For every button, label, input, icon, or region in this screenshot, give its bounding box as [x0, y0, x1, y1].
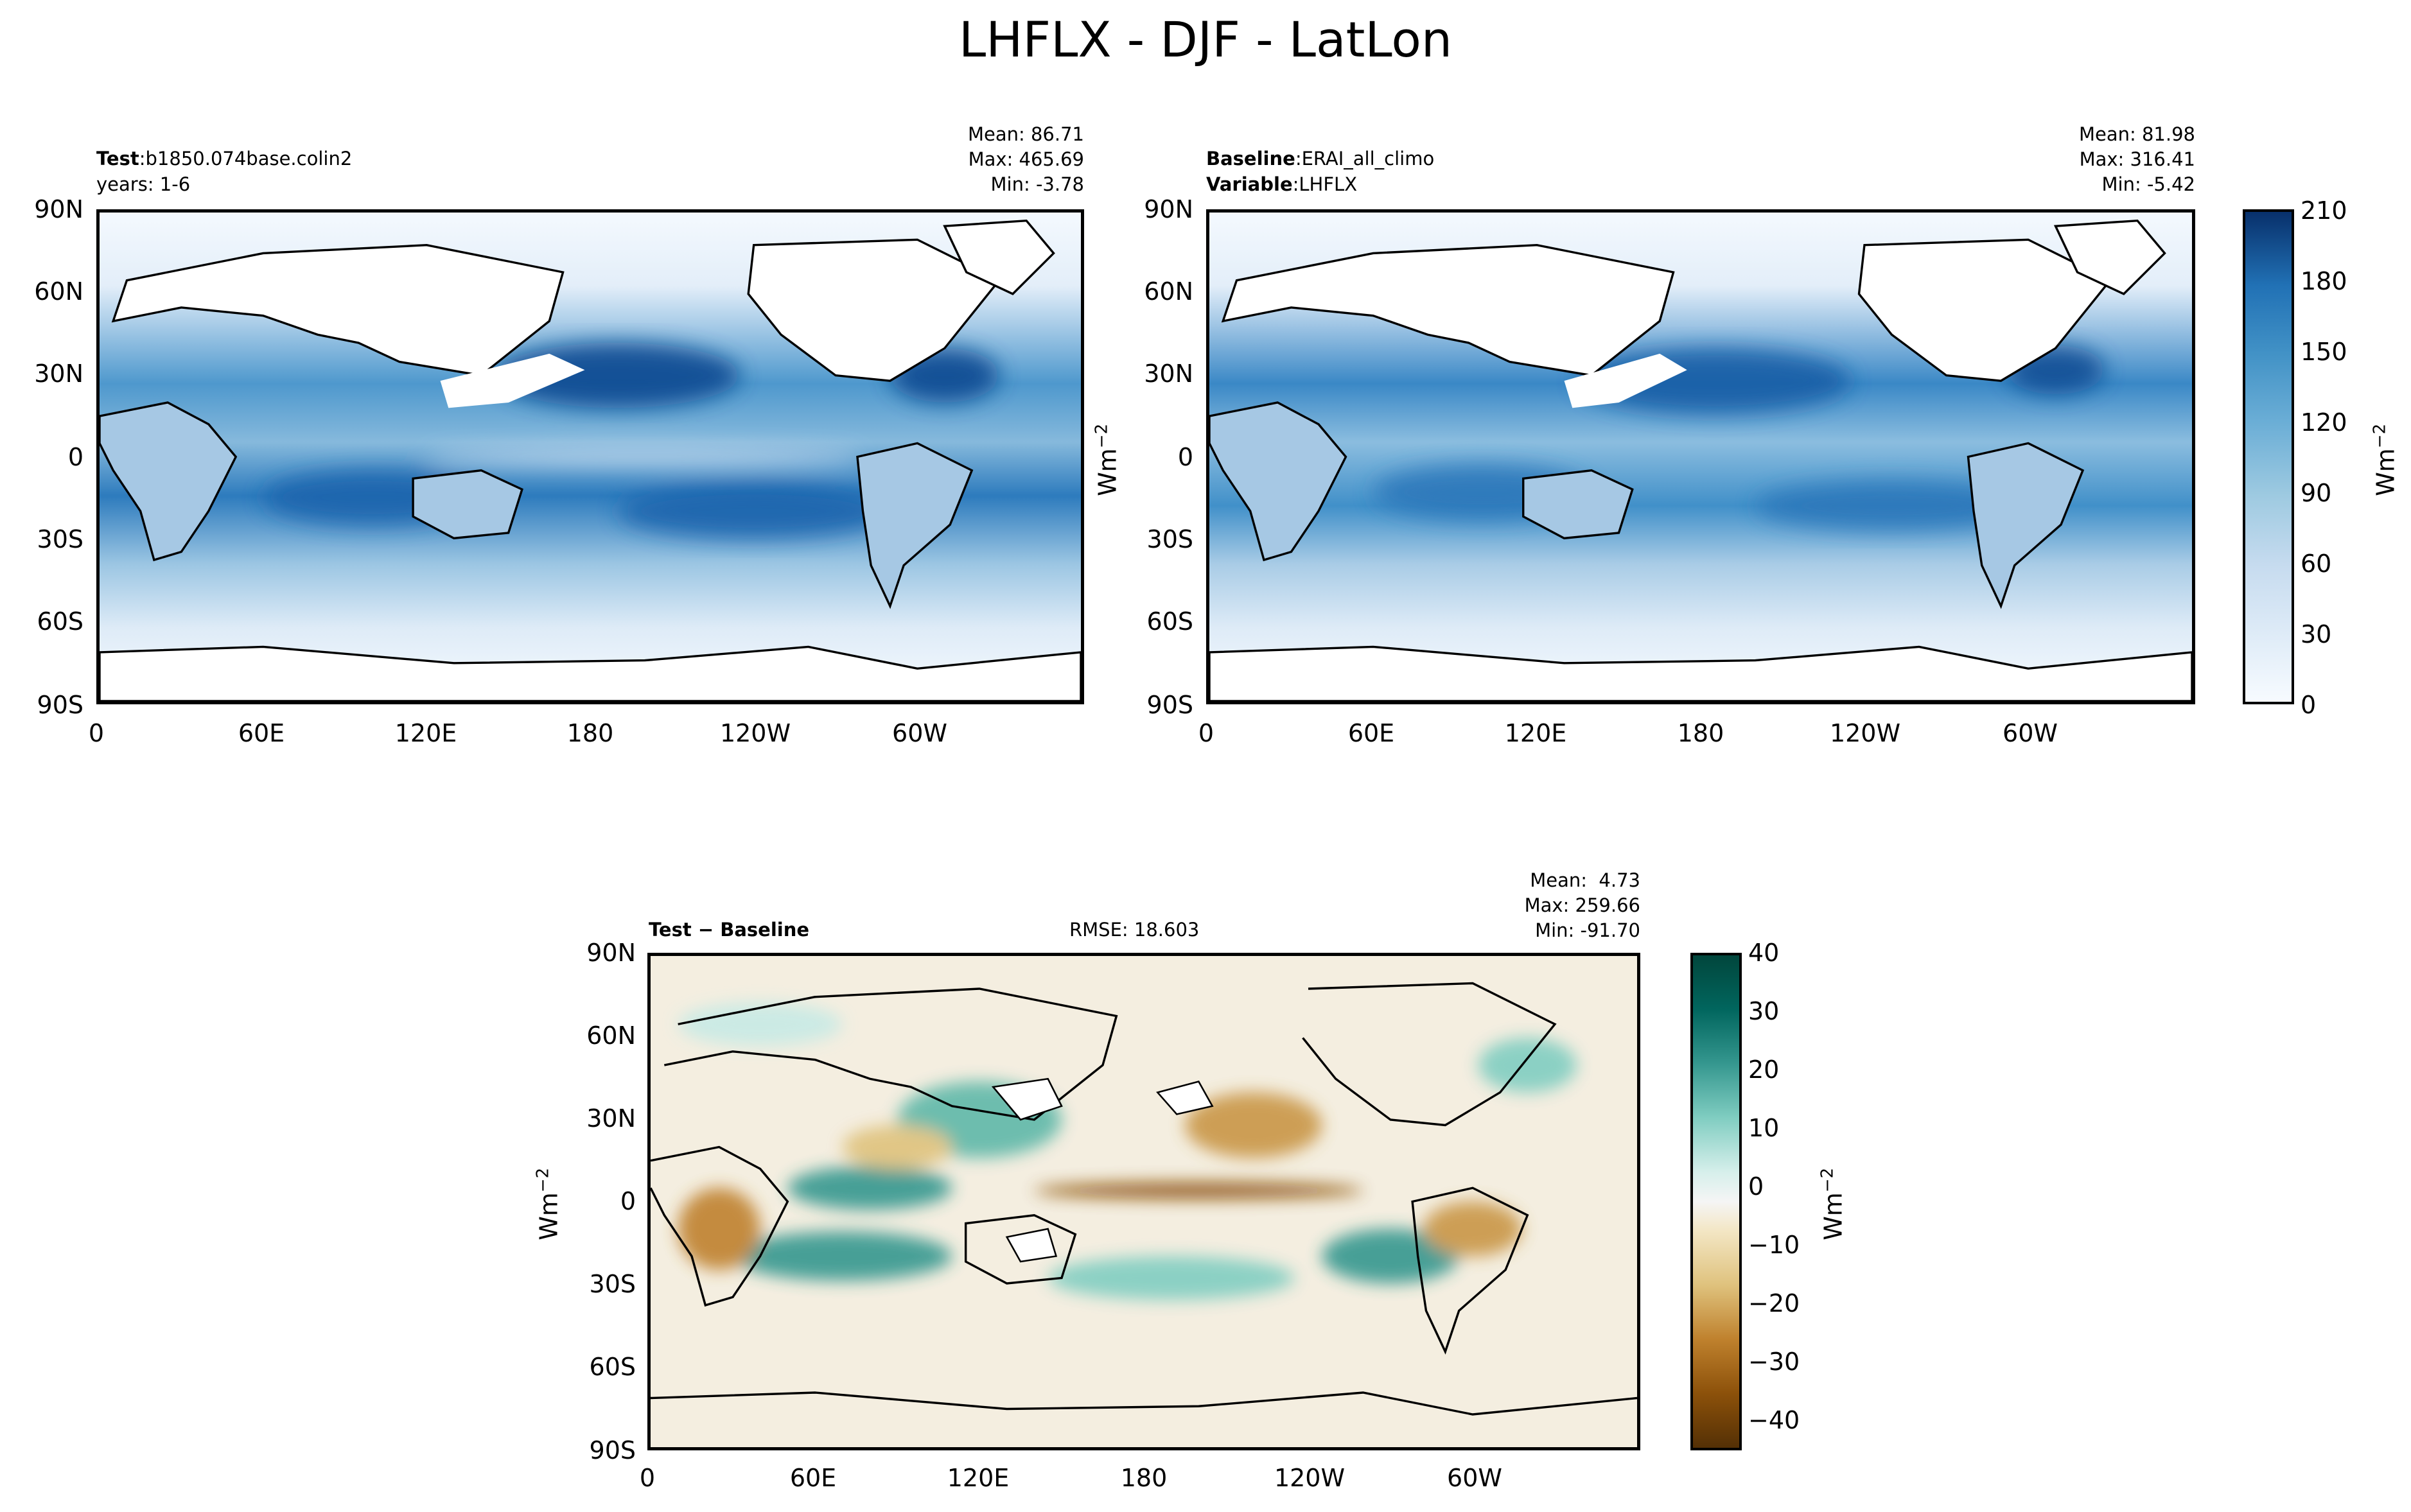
baseline-map [1206, 209, 2195, 704]
test-mean: Mean: 86.71 [967, 123, 1084, 145]
baseline-var-bold: Variable [1206, 173, 1293, 195]
diff-rmse: RMSE: 18.603 [1069, 919, 1200, 941]
main-cb-tick-0: 0 [2301, 691, 2317, 719]
diff-colorbar [1690, 953, 1742, 1450]
main-colorbar-unit: Wm−2 [2366, 421, 2400, 498]
test-lat-tick-2: 30N [34, 360, 83, 388]
test-lat-tick-0: 90N [34, 195, 83, 223]
test-map-field [100, 213, 1081, 701]
test-lat-tick-4: 30S [37, 525, 83, 553]
diff-colorbar-unit-text: Wm [1819, 1192, 1848, 1240]
diff-lat-tick-2: 30N [586, 1104, 636, 1133]
diff-lat-tick-3: 0 [620, 1187, 636, 1215]
diff-colorbar-unit: Wm−2 [1814, 1165, 1848, 1242]
diff-lat-tick-6: 90S [589, 1436, 636, 1464]
main-cb-tick-30: 30 [2301, 620, 2332, 648]
test-map [96, 209, 1084, 704]
diff-cb-tick-neg30: −30 [1748, 1348, 1800, 1376]
diff-cb-tick-30: 30 [1748, 997, 1780, 1025]
baseline-var-sep: : [1292, 173, 1299, 195]
test-years: years: 1-6 [96, 173, 191, 195]
main-cb-tick-120: 120 [2301, 408, 2347, 437]
baseline-variable: Variable:LHFLX [1206, 172, 1357, 196]
baseline-min: Min: -5.42 [2101, 173, 2195, 195]
baseline-lat-tick-5: 60S [1146, 607, 1193, 636]
diff-map [647, 953, 1640, 1450]
test-label: Test:b1850.074base.colin2 [96, 146, 352, 171]
test-min: Min: -3.78 [990, 173, 1084, 195]
baseline-lon-tick-1: 60E [1347, 719, 1395, 747]
baseline-lon-tick-4: 120W [1829, 719, 1901, 747]
baseline-lon-tick-5: 60W [2003, 719, 2058, 747]
baseline-label-value: ERAI_all_climo [1301, 148, 1435, 169]
test-lon-tick-4: 120W [719, 719, 791, 747]
main-cb-tick-210: 210 [2301, 196, 2347, 225]
diff-lon-tick-5: 60W [1447, 1464, 1502, 1492]
baseline-lon-tick-2: 120E [1504, 719, 1567, 747]
test-max: Max: 465.69 [968, 148, 1084, 170]
diff-lon-tick-0: 0 [639, 1464, 656, 1492]
diff-mean: Mean: 4.73 [1530, 869, 1640, 891]
diff-max: Max: 259.66 [1524, 894, 1640, 916]
diff-ylabel-text: Wm [534, 1192, 563, 1240]
baseline-label-bold: Baseline [1206, 148, 1295, 169]
diff-lon-tick-3: 180 [1120, 1464, 1168, 1492]
diff-lon-tick-4: 120W [1274, 1464, 1346, 1492]
test-lon-tick-3: 180 [566, 719, 614, 747]
main-colorbar-unit-text: Wm [2371, 448, 2400, 496]
baseline-label-sep: : [1295, 148, 1302, 169]
baseline-var-value: LHFLX [1299, 173, 1358, 195]
test-lon-tick-1: 60E [238, 719, 285, 747]
main-colorbar [2243, 209, 2294, 704]
figure-title: LHFLX - DJF - LatLon [958, 11, 1453, 68]
diff-lon-tick-1: 60E [789, 1464, 837, 1492]
main-cb-tick-60: 60 [2301, 550, 2332, 578]
test-lon-tick-5: 60W [892, 719, 947, 747]
test-lat-tick-1: 60N [34, 277, 83, 306]
diff-cb-tick-neg20: −20 [1748, 1289, 1800, 1317]
baseline-mean: Mean: 81.98 [2078, 123, 2195, 145]
test-lat-tick-3: 0 [67, 443, 83, 471]
diff-lat-tick-5: 60S [589, 1353, 636, 1381]
test-label-sep: : [139, 148, 146, 169]
main-cb-tick-90: 90 [2301, 479, 2332, 507]
diff-cb-tick-neg10: −10 [1748, 1231, 1800, 1259]
diff-map-field [651, 956, 1637, 1447]
baseline-lon-tick-3: 180 [1677, 719, 1724, 747]
baseline-lat-tick-2: 30N [1144, 360, 1193, 388]
test-lon-tick-0: 0 [88, 719, 105, 747]
diff-lat-tick-4: 30S [589, 1270, 636, 1298]
diff-min: Min: -91.70 [1535, 919, 1640, 941]
baseline-lat-tick-4: 30S [1146, 525, 1193, 553]
diff-ylabel: Wm−2 [529, 1165, 563, 1242]
baseline-lat-tick-6: 90S [1146, 691, 1193, 719]
diff-cb-tick-0: 0 [1748, 1172, 1764, 1201]
diff-ylabel-sup: −2 [533, 1167, 553, 1193]
test-lat-tick-5: 60S [37, 607, 83, 636]
diff-cb-tick-40: 40 [1748, 939, 1780, 967]
diff-cb-tick-neg40: −40 [1748, 1406, 1800, 1434]
diff-label: Test − Baseline [649, 919, 810, 941]
baseline-lat-tick-0: 90N [1144, 195, 1193, 223]
main-cb-tick-180: 180 [2301, 267, 2347, 295]
test-lat-tick-6: 90S [37, 691, 83, 719]
main-cb-tick-150: 150 [2301, 338, 2347, 366]
test-lon-tick-2: 120E [394, 719, 457, 747]
baseline-lat-tick-1: 60N [1144, 277, 1193, 306]
diff-lat-tick-0: 90N [586, 939, 636, 967]
test-label-value: b1850.074base.colin2 [145, 148, 353, 169]
baseline-lon-tick-0: 0 [1198, 719, 1214, 747]
test-label-bold: Test [96, 148, 139, 169]
main-colorbar-unit-sup: −2 [2370, 423, 2390, 449]
baseline-label: Baseline:ERAI_all_climo [1206, 146, 1434, 171]
diff-cb-tick-10: 10 [1748, 1114, 1780, 1142]
baseline-lat-tick-3: 0 [1177, 443, 1193, 471]
baseline-max: Max: 316.41 [2079, 148, 2195, 170]
diff-cb-tick-20: 20 [1748, 1056, 1780, 1084]
diff-colorbar-unit-sup: −2 [1818, 1167, 1837, 1193]
diff-lat-tick-1: 60N [586, 1021, 636, 1050]
diff-lon-tick-2: 120E [947, 1464, 1010, 1492]
baseline-map-field [1209, 213, 2192, 701]
